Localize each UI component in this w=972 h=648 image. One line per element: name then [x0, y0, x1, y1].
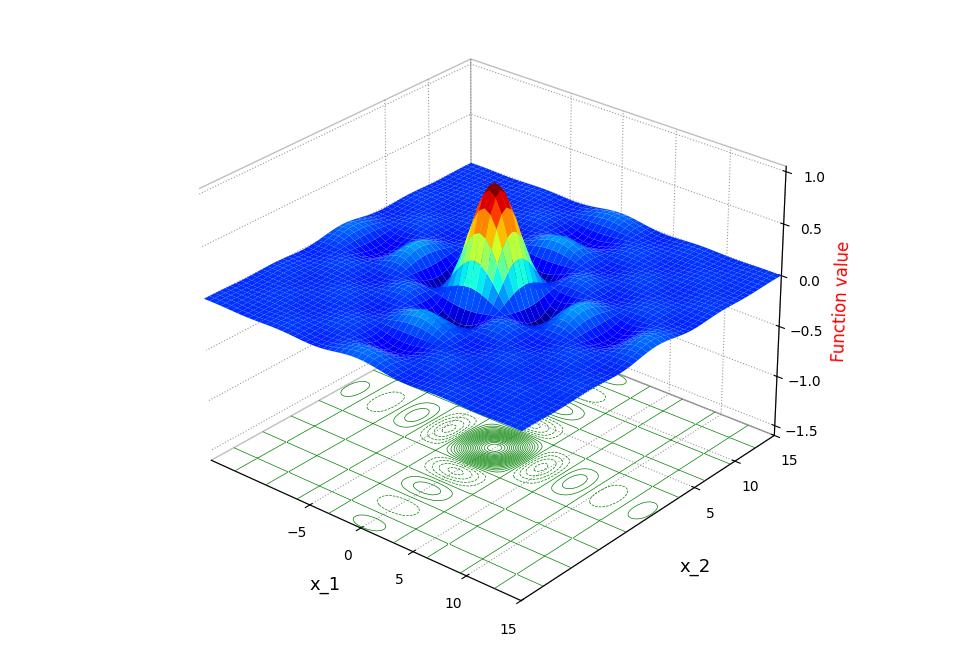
Y-axis label: x_2: x_2 — [679, 559, 711, 577]
X-axis label: x_1: x_1 — [309, 576, 340, 594]
